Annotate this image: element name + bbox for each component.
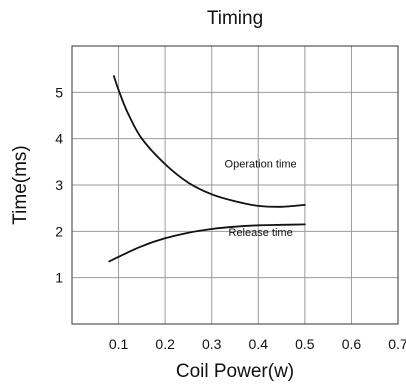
x-tick-label: 0.1 [109, 336, 129, 352]
series-line-release-time [108, 223, 306, 263]
x-axis-label: Coil Power(w) [175, 361, 295, 382]
y-tick-label: 2 [55, 223, 63, 239]
y-tick-label: 5 [55, 84, 63, 100]
annotation-release-time: Release time [229, 227, 293, 239]
x-tick-label: 0.5 [295, 336, 315, 352]
chart-title: Timing [206, 8, 264, 29]
x-tick-label: 0.2 [155, 336, 175, 352]
annotation-operation-time: Operation time [225, 158, 297, 170]
plot-frame [71, 45, 399, 325]
x-tick-label: 0.4 [249, 336, 269, 352]
y-tick-label: 4 [55, 131, 63, 147]
y-tick-label: 1 [55, 270, 63, 286]
x-tick-label: 0.3 [202, 336, 222, 352]
x-tick-label: 0.7 [388, 336, 406, 352]
x-tick-label: 0.6 [342, 336, 362, 352]
y-tick-label: 3 [55, 177, 63, 193]
series-line-operation-time [113, 75, 306, 208]
